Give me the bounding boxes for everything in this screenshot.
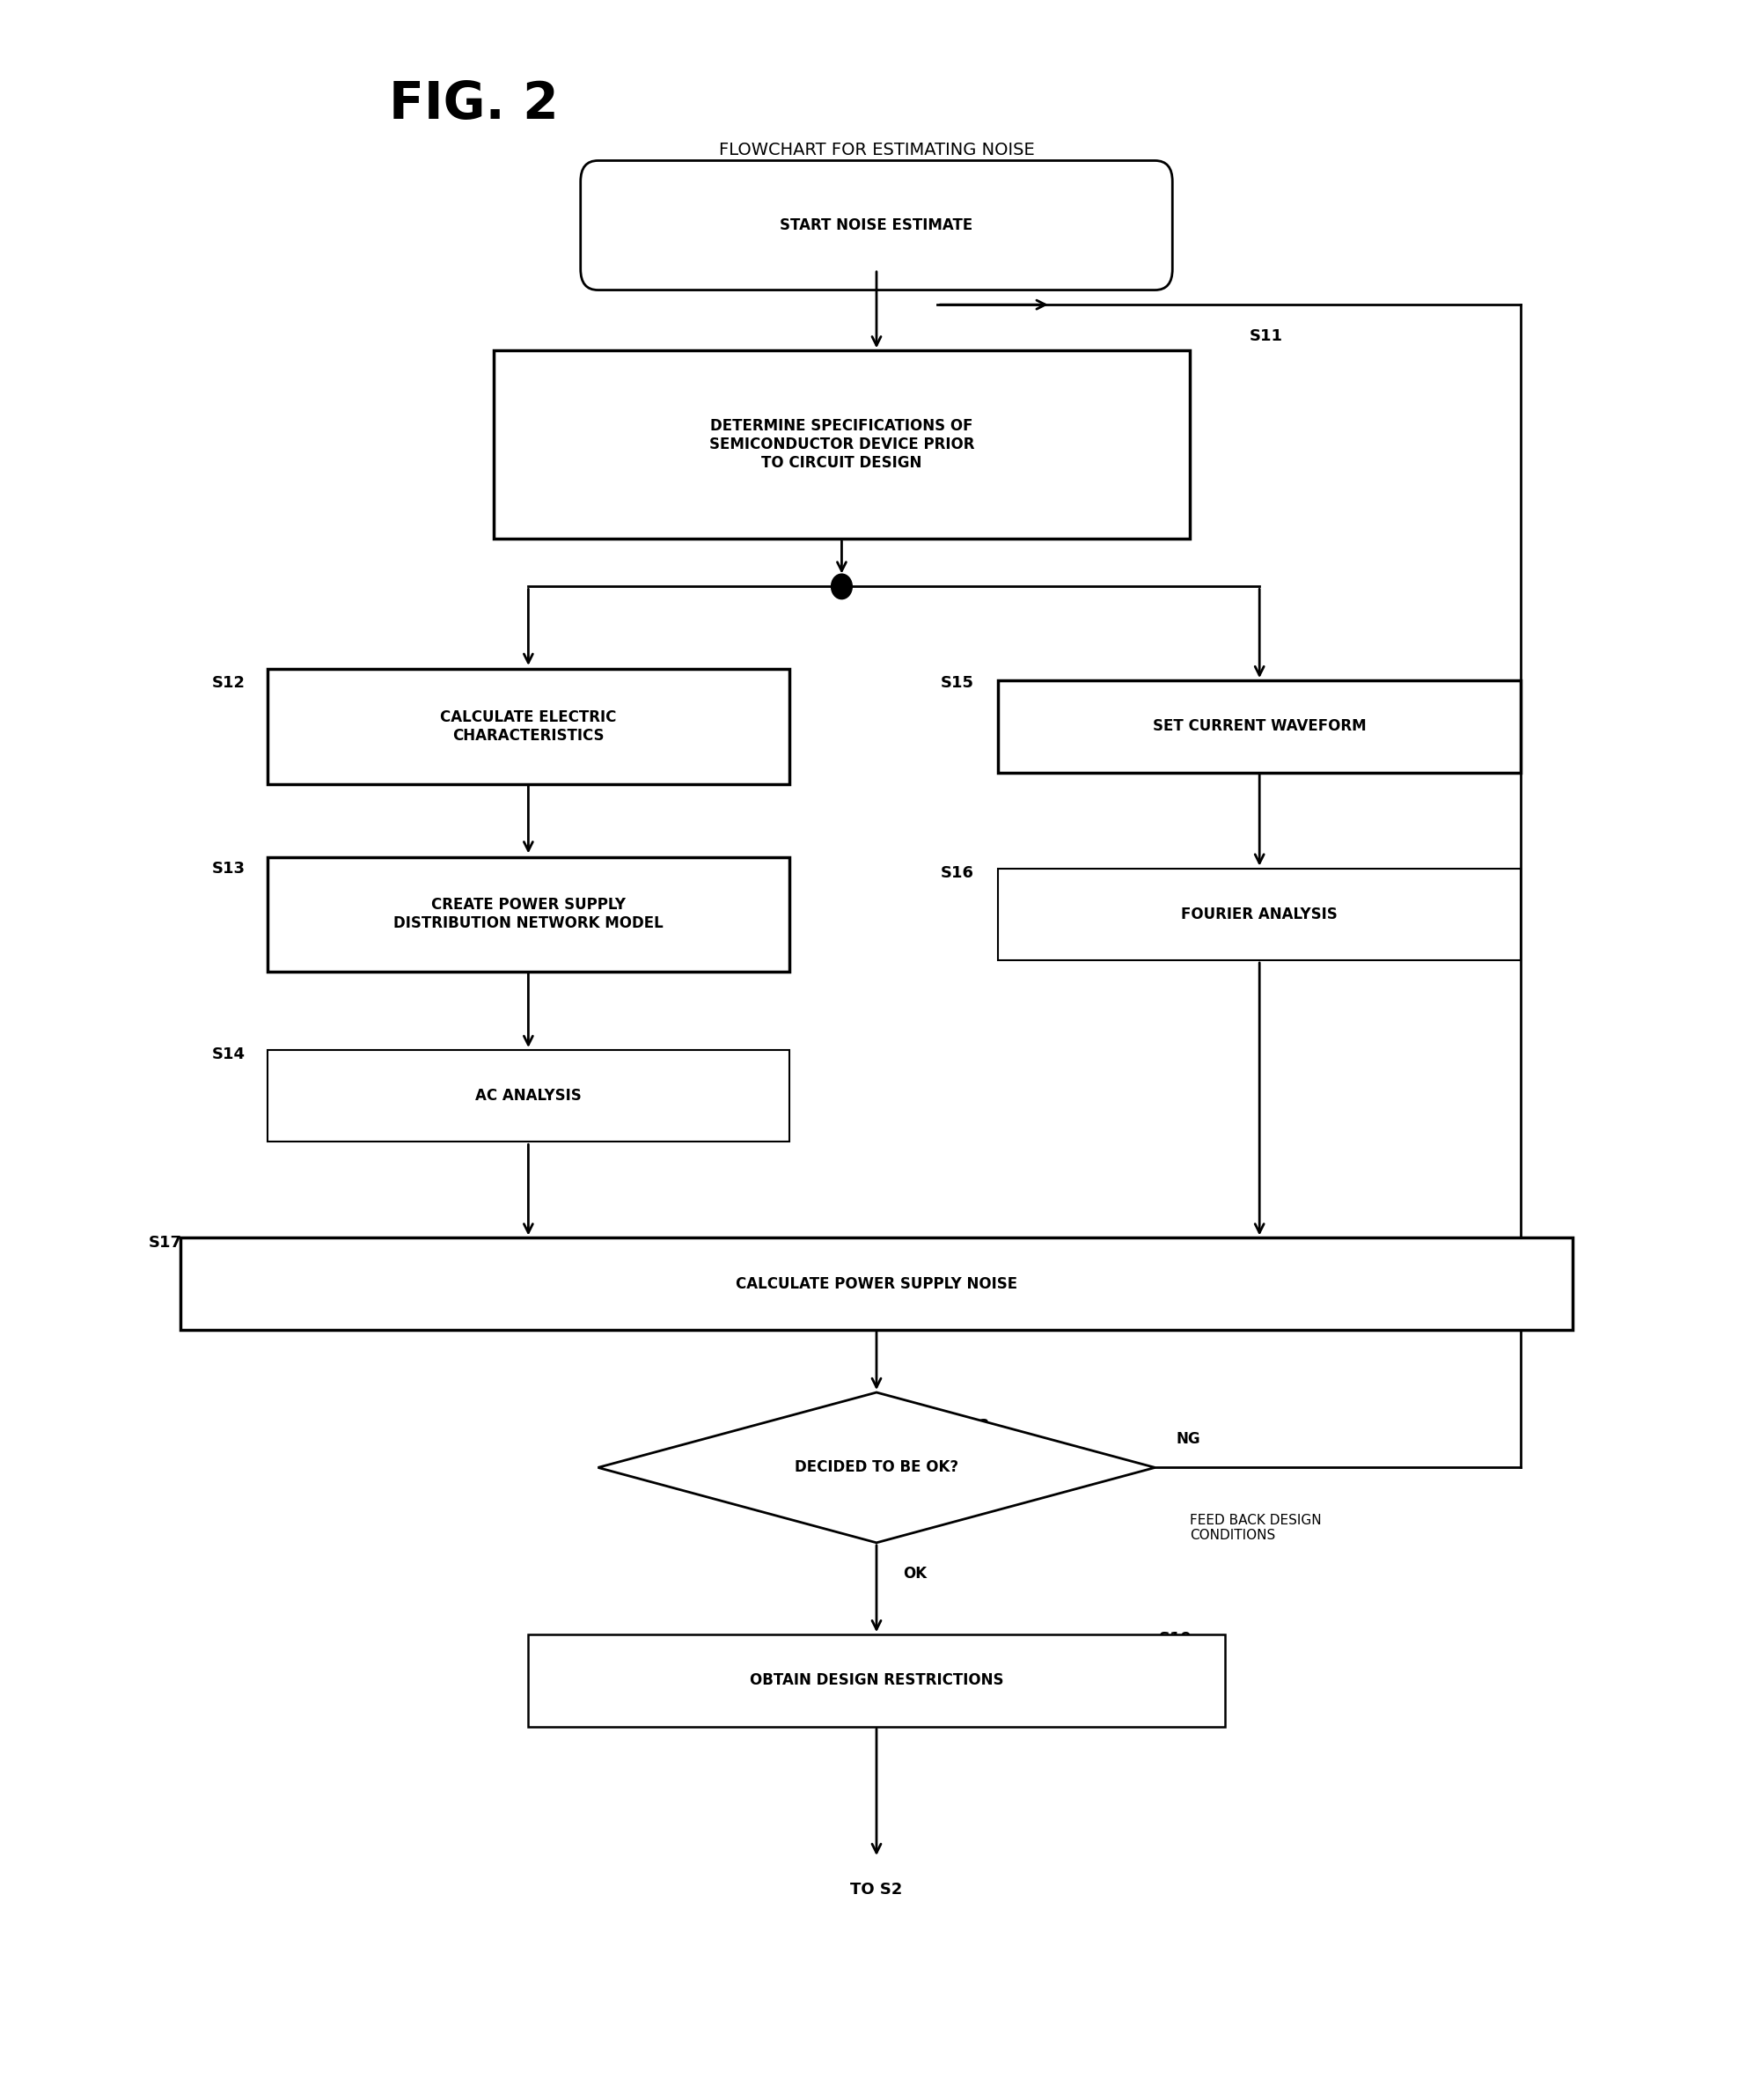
Bar bbox=[528, 1634, 1225, 1726]
Text: S14: S14 bbox=[212, 1046, 245, 1063]
Text: S15: S15 bbox=[941, 674, 975, 691]
Bar bbox=[266, 857, 789, 972]
Text: CREATE POWER SUPPLY
DISTRIBUTION NETWORK MODEL: CREATE POWER SUPPLY DISTRIBUTION NETWORK… bbox=[393, 897, 663, 932]
Circle shape bbox=[831, 573, 852, 598]
Text: FOURIER ANALYSIS: FOURIER ANALYSIS bbox=[1182, 907, 1338, 922]
Bar bbox=[266, 1050, 789, 1142]
Text: FLOWCHART FOR ESTIMATING NOISE: FLOWCHART FOR ESTIMATING NOISE bbox=[719, 143, 1034, 158]
Text: CALCULATE POWER SUPPLY NOISE: CALCULATE POWER SUPPLY NOISE bbox=[736, 1277, 1017, 1292]
Text: SET CURRENT WAVEFORM: SET CURRENT WAVEFORM bbox=[1153, 718, 1366, 735]
Text: NG: NG bbox=[1176, 1430, 1201, 1447]
Text: S18: S18 bbox=[957, 1418, 990, 1434]
Text: S10: S10 bbox=[1082, 178, 1115, 193]
Text: OK: OK bbox=[903, 1567, 927, 1581]
Bar bbox=[181, 1237, 1572, 1329]
Text: AC ANALYSIS: AC ANALYSIS bbox=[475, 1088, 582, 1105]
Text: CALCULATE ELECTRIC
CHARACTERISTICS: CALCULATE ELECTRIC CHARACTERISTICS bbox=[440, 710, 617, 743]
FancyBboxPatch shape bbox=[580, 160, 1173, 290]
Bar bbox=[999, 680, 1520, 773]
Bar bbox=[494, 351, 1190, 538]
Text: S17: S17 bbox=[149, 1235, 182, 1250]
Text: S19: S19 bbox=[1159, 1632, 1192, 1646]
Polygon shape bbox=[598, 1392, 1155, 1544]
Text: DECIDED TO BE OK?: DECIDED TO BE OK? bbox=[794, 1460, 959, 1476]
Text: OBTAIN DESIGN RESTRICTIONS: OBTAIN DESIGN RESTRICTIONS bbox=[750, 1672, 1003, 1688]
Bar bbox=[999, 869, 1520, 960]
Text: S11: S11 bbox=[1250, 328, 1283, 344]
Text: FIG. 2: FIG. 2 bbox=[389, 80, 559, 130]
Text: DETERMINE SPECIFICATIONS OF
SEMICONDUCTOR DEVICE PRIOR
TO CIRCUIT DESIGN: DETERMINE SPECIFICATIONS OF SEMICONDUCTO… bbox=[708, 418, 975, 470]
Bar bbox=[266, 670, 789, 783]
Text: S12: S12 bbox=[212, 674, 245, 691]
Text: FEED BACK DESIGN
CONDITIONS: FEED BACK DESIGN CONDITIONS bbox=[1190, 1514, 1322, 1541]
Text: START NOISE ESTIMATE: START NOISE ESTIMATE bbox=[780, 218, 973, 233]
Text: S16: S16 bbox=[941, 865, 975, 880]
Text: TO S2: TO S2 bbox=[850, 1882, 903, 1896]
Text: S13: S13 bbox=[212, 861, 245, 876]
